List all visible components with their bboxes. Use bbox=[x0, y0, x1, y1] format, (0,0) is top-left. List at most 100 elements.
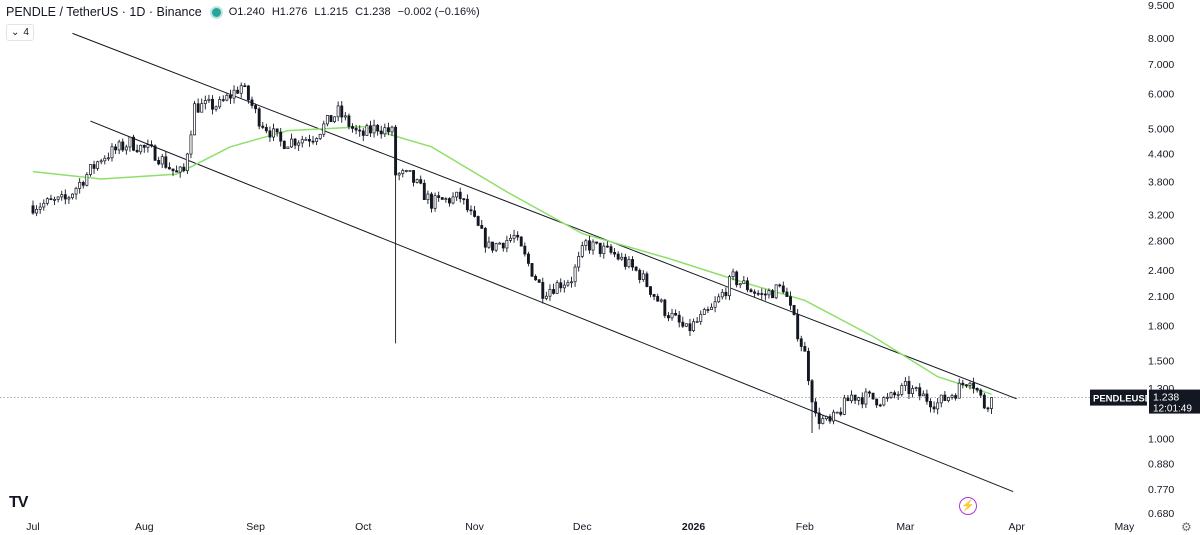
candle bbox=[806, 347, 810, 386]
candle-body bbox=[203, 100, 207, 104]
candle-body bbox=[135, 149, 139, 153]
candle bbox=[103, 155, 107, 165]
candle-body bbox=[157, 160, 161, 165]
candle bbox=[684, 323, 688, 327]
candle-body bbox=[900, 385, 904, 395]
candle-body bbox=[354, 128, 358, 131]
candle bbox=[444, 197, 448, 203]
high-value: H1.276 bbox=[271, 6, 308, 18]
candle-body bbox=[49, 198, 53, 201]
candle-body bbox=[476, 216, 480, 226]
candle-body bbox=[821, 418, 825, 424]
price-tick-label: 0.880 bbox=[1148, 458, 1174, 470]
candle-body bbox=[211, 98, 214, 110]
candle-body bbox=[340, 105, 344, 118]
candle-body bbox=[702, 309, 706, 315]
candle-body bbox=[146, 144, 150, 148]
candle bbox=[688, 318, 692, 336]
moving-average-line bbox=[32, 125, 992, 395]
trend-channel[interactable] bbox=[72, 32, 1017, 493]
candle-body bbox=[885, 396, 889, 399]
candle bbox=[243, 82, 247, 88]
candle bbox=[853, 394, 857, 405]
candle-body bbox=[196, 103, 200, 113]
candle-body bbox=[774, 284, 778, 299]
flash-icon[interactable]: ⚡ bbox=[959, 497, 977, 515]
candle bbox=[304, 136, 308, 141]
price-tag-bg bbox=[1149, 389, 1200, 414]
candle bbox=[846, 395, 850, 402]
candle bbox=[343, 112, 347, 121]
candle bbox=[318, 133, 322, 141]
candle-body bbox=[954, 395, 958, 399]
candle bbox=[652, 293, 656, 301]
candle bbox=[860, 392, 864, 409]
candle bbox=[957, 378, 961, 399]
candle-body bbox=[559, 282, 563, 289]
candle bbox=[541, 277, 545, 304]
candle-body bbox=[164, 156, 168, 168]
candle-body bbox=[580, 245, 584, 257]
price-tick-label: 3.800 bbox=[1148, 177, 1174, 189]
candle bbox=[135, 144, 139, 154]
candle-body bbox=[516, 234, 520, 238]
candle bbox=[221, 95, 225, 103]
candle-body bbox=[455, 191, 459, 198]
candle-body bbox=[480, 225, 484, 229]
candle-body bbox=[67, 197, 71, 200]
candle bbox=[774, 284, 778, 300]
candle bbox=[153, 144, 157, 161]
tradingview-logo[interactable]: TV bbox=[9, 494, 28, 511]
candle-body bbox=[304, 139, 308, 141]
candle bbox=[537, 279, 541, 283]
candle-body bbox=[670, 312, 674, 319]
candle-body bbox=[189, 134, 193, 155]
candle bbox=[885, 392, 889, 402]
candle bbox=[559, 278, 563, 293]
candle-body bbox=[832, 411, 836, 422]
symbol-title[interactable]: PENDLE / TetherUS · 1D · Binance bbox=[6, 5, 202, 19]
candle bbox=[142, 144, 146, 153]
candle-body bbox=[950, 395, 954, 398]
candle bbox=[300, 135, 304, 148]
candle bbox=[936, 397, 940, 415]
price-tick-label: 3.200 bbox=[1148, 210, 1174, 222]
candle-body bbox=[491, 241, 494, 251]
candle bbox=[946, 396, 950, 403]
candle-body bbox=[85, 174, 89, 186]
candle-body bbox=[972, 382, 976, 389]
price-axis[interactable]: 9.500 8.000 7.000 6.000 5.000 4.400 3.800 3.200… bbox=[1148, 0, 1174, 520]
candle-body bbox=[562, 284, 566, 289]
candle bbox=[512, 229, 516, 243]
candle bbox=[677, 310, 681, 328]
candle bbox=[354, 124, 358, 135]
candle bbox=[35, 205, 39, 217]
candle bbox=[990, 397, 993, 415]
chart-legend: PENDLE / TetherUS · 1D · Binance O1.240 … bbox=[6, 4, 484, 20]
candle bbox=[835, 411, 839, 414]
candle-body bbox=[150, 144, 153, 147]
candle-body bbox=[290, 138, 293, 148]
time-tick-label: Dec bbox=[573, 521, 592, 533]
candle-body bbox=[918, 387, 922, 397]
change-value: −0.002 (−0.16%) bbox=[397, 6, 480, 18]
gear-icon[interactable]: ⚙ bbox=[1181, 520, 1192, 534]
candle-body bbox=[975, 387, 979, 391]
time-axis[interactable]: Jul Aug Sep Oct Nov Dec 2026 Feb Mar Apr May bbox=[26, 521, 1135, 533]
price-tick-label: 6.000 bbox=[1148, 89, 1174, 101]
candle-body bbox=[659, 299, 663, 302]
candle-body bbox=[401, 170, 405, 174]
candle bbox=[124, 144, 128, 155]
candle bbox=[842, 394, 846, 416]
candle bbox=[674, 309, 678, 316]
candle-body bbox=[322, 123, 326, 135]
candle bbox=[254, 103, 258, 114]
candle-body bbox=[35, 209, 39, 214]
indicators-toggle[interactable]: ⌄ 4 bbox=[6, 24, 34, 41]
candle-body bbox=[221, 99, 225, 101]
candle bbox=[929, 398, 932, 413]
channel-lower-line bbox=[90, 120, 1014, 493]
candle-body bbox=[925, 393, 929, 402]
candle bbox=[943, 391, 947, 402]
